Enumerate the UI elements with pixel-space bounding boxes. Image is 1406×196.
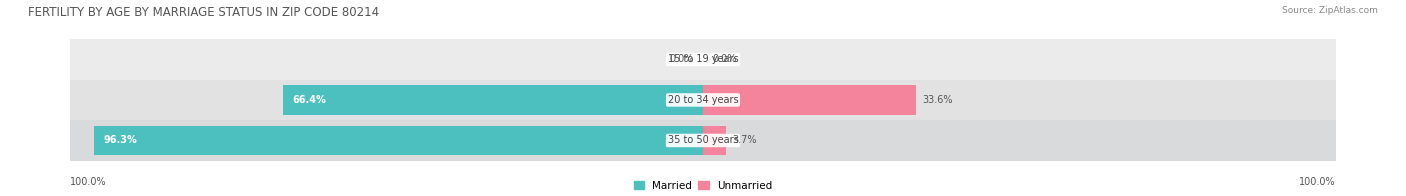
- Text: FERTILITY BY AGE BY MARRIAGE STATUS IN ZIP CODE 80214: FERTILITY BY AGE BY MARRIAGE STATUS IN Z…: [28, 6, 380, 19]
- Bar: [70, 80, 1336, 120]
- Text: 100.0%: 100.0%: [1299, 177, 1336, 187]
- Text: 20 to 34 years: 20 to 34 years: [668, 95, 738, 105]
- Text: 35 to 50 years: 35 to 50 years: [668, 135, 738, 145]
- Legend: Married, Unmarried: Married, Unmarried: [634, 181, 772, 191]
- Text: 96.3%: 96.3%: [103, 135, 136, 145]
- Text: 15 to 19 years: 15 to 19 years: [668, 54, 738, 64]
- Bar: [283, 85, 703, 114]
- Bar: [703, 126, 727, 155]
- Text: 66.4%: 66.4%: [292, 95, 326, 105]
- Bar: [94, 126, 703, 155]
- Text: Source: ZipAtlas.com: Source: ZipAtlas.com: [1282, 6, 1378, 15]
- Text: 100.0%: 100.0%: [70, 177, 107, 187]
- Text: 0.0%: 0.0%: [713, 54, 737, 64]
- Text: 33.6%: 33.6%: [922, 95, 952, 105]
- Bar: [703, 85, 915, 114]
- Text: 3.7%: 3.7%: [733, 135, 758, 145]
- Bar: [70, 39, 1336, 80]
- Bar: [70, 120, 1336, 161]
- Text: 0.0%: 0.0%: [669, 54, 693, 64]
